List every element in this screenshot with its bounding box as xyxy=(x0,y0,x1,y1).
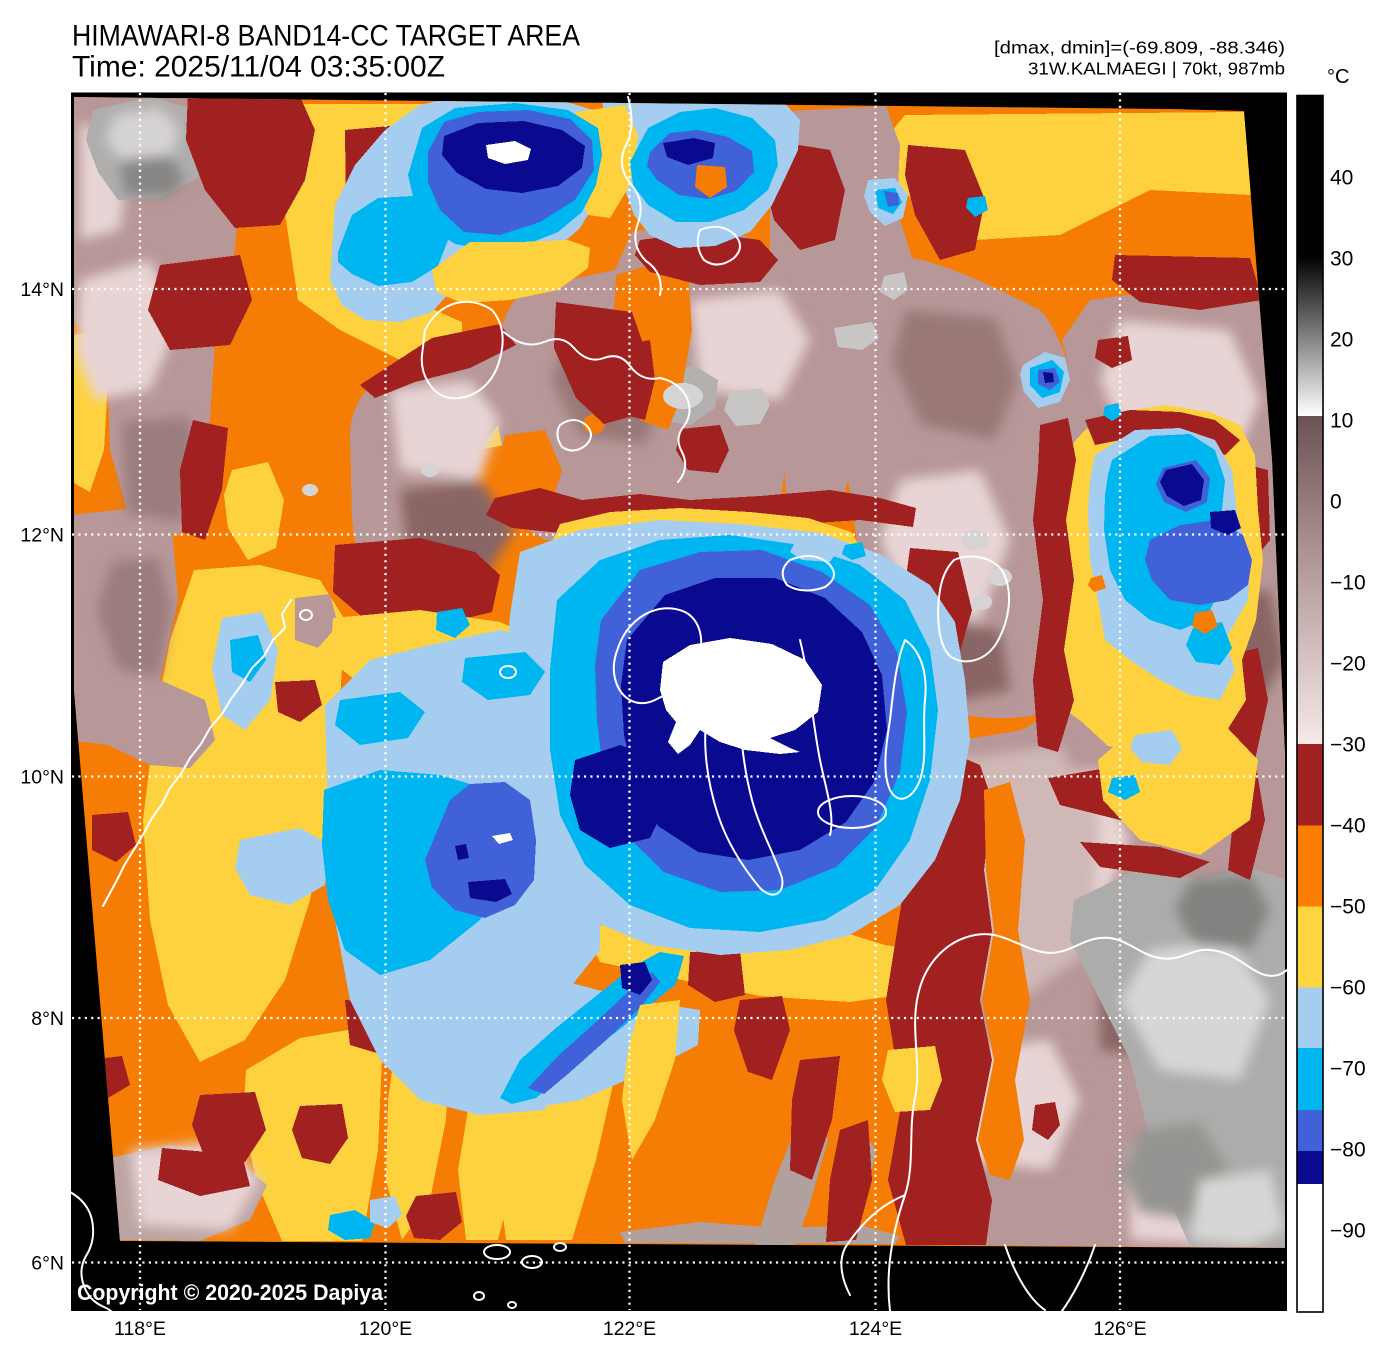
svg-text:−70: −70 xyxy=(1330,1058,1366,1081)
svg-text:8°N: 8°N xyxy=(31,1008,64,1030)
svg-text:−20: −20 xyxy=(1330,653,1366,676)
svg-text:−50: −50 xyxy=(1330,896,1366,919)
svg-text:−90: −90 xyxy=(1330,1220,1366,1243)
svg-text:40: 40 xyxy=(1330,167,1353,190)
svg-text:122°E: 122°E xyxy=(603,1318,656,1340)
svg-text:124°E: 124°E xyxy=(849,1318,902,1340)
svg-text:−60: −60 xyxy=(1330,977,1366,1000)
svg-text:6°N: 6°N xyxy=(31,1253,64,1275)
svg-text:14°N: 14°N xyxy=(20,279,64,301)
svg-text:[dmax, dmin]=(-69.809, -88.346: [dmax, dmin]=(-69.809, -88.346) xyxy=(994,38,1285,58)
svg-text:−30: −30 xyxy=(1330,734,1366,757)
svg-text:−40: −40 xyxy=(1330,815,1366,838)
svg-text:°C: °C xyxy=(1327,66,1349,88)
svg-text:Copyright © 2020-2025 Dapiya: Copyright © 2020-2025 Dapiya xyxy=(77,1280,383,1305)
svg-text:−10: −10 xyxy=(1330,572,1366,595)
svg-text:10: 10 xyxy=(1330,410,1353,433)
svg-text:120°E: 120°E xyxy=(359,1318,412,1340)
svg-text:12°N: 12°N xyxy=(20,525,64,547)
svg-text:10°N: 10°N xyxy=(20,767,64,789)
svg-text:HIMAWARI-8 BAND14-CC TARGET AR: HIMAWARI-8 BAND14-CC TARGET AREA xyxy=(72,20,580,53)
svg-text:118°E: 118°E xyxy=(114,1318,166,1340)
svg-text:20: 20 xyxy=(1330,329,1353,352)
svg-text:31W.KALMAEGI | 70kt, 987mb: 31W.KALMAEGI | 70kt, 987mb xyxy=(1028,59,1285,79)
svg-text:0: 0 xyxy=(1330,491,1342,514)
svg-text:126°E: 126°E xyxy=(1093,1318,1146,1340)
svg-text:Time: 2025/11/04 03:35:00Z: Time: 2025/11/04 03:35:00Z xyxy=(72,51,445,84)
svg-text:30: 30 xyxy=(1330,248,1353,271)
svg-text:−80: −80 xyxy=(1330,1139,1366,1162)
